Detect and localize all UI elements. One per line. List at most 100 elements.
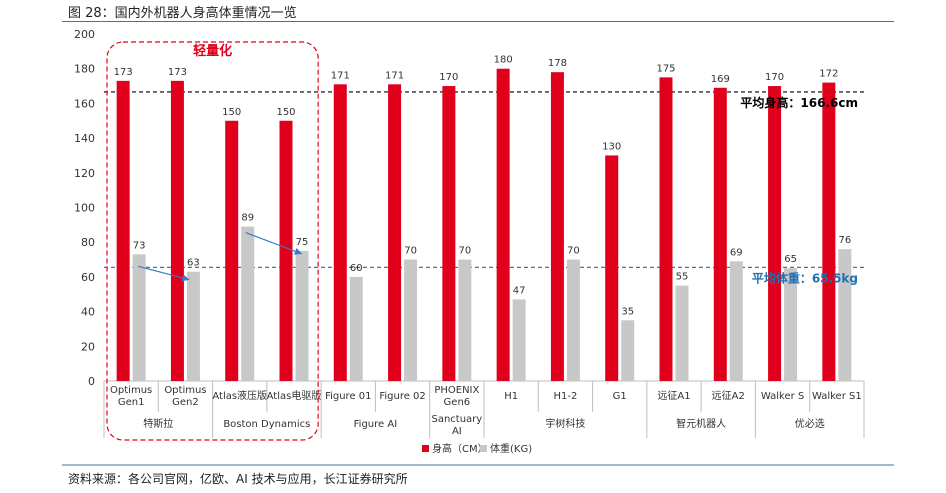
- y-tick-label: 200: [74, 28, 95, 41]
- weight-data-label: 55: [676, 272, 689, 283]
- bar-height: [116, 80, 130, 381]
- category-label: PHOENIX: [434, 385, 479, 396]
- weight-data-label: 70: [404, 246, 417, 257]
- legend-swatch-height: [422, 445, 429, 452]
- average-height-label: 平均身高：166.6cm: [740, 95, 858, 110]
- category-label: G1: [613, 391, 627, 402]
- height-data-label: 180: [494, 55, 513, 66]
- height-data-label: 170: [765, 72, 784, 83]
- group-label: 智元机器人: [676, 417, 726, 430]
- y-tick-label: 100: [74, 202, 95, 215]
- category-label: H1-2: [553, 391, 577, 402]
- height-data-label: 130: [602, 141, 621, 152]
- bar-height: [388, 84, 402, 381]
- bar-height: [713, 87, 727, 381]
- category-label: H1: [504, 391, 518, 402]
- category-label: Walker S: [761, 391, 804, 402]
- bar-weight: [295, 250, 309, 381]
- group-label: Figure AI: [354, 419, 398, 430]
- weight-data-label: 75: [296, 237, 309, 248]
- bar-height: [225, 120, 239, 381]
- bar-weight: [132, 254, 146, 381]
- bar-height: [496, 68, 510, 381]
- category-label: Gen6: [444, 397, 471, 408]
- height-data-label: 171: [385, 70, 404, 81]
- bar-height: [822, 82, 836, 381]
- bar-weight: [838, 249, 852, 381]
- bar-height: [442, 86, 456, 382]
- lightweight-highlight-box: [106, 41, 319, 441]
- weight-data-label: 47: [513, 285, 526, 296]
- height-data-label: 170: [439, 72, 458, 83]
- height-data-label: 169: [711, 74, 730, 85]
- bar-height: [333, 84, 347, 381]
- bar-weight: [512, 299, 526, 381]
- bar-weight: [729, 261, 743, 381]
- y-tick-label: 180: [74, 63, 95, 76]
- category-label: 远征A1: [657, 390, 690, 402]
- legend-swatch-weight: [480, 445, 487, 452]
- height-data-label: 178: [548, 58, 567, 69]
- bar-weight: [458, 259, 472, 381]
- height-data-label: 173: [114, 67, 133, 78]
- group-label: Sanctuary: [431, 414, 482, 425]
- y-tick-label: 120: [74, 167, 95, 180]
- weight-data-label: 70: [458, 246, 471, 257]
- bar-height: [768, 86, 782, 382]
- bar-height: [605, 155, 619, 381]
- category-label: Atlas液压版: [212, 389, 267, 402]
- category-label: Gen2: [172, 397, 199, 408]
- group-label: 特斯拉: [143, 417, 173, 430]
- weight-data-label: 35: [621, 306, 634, 317]
- y-tick-label: 20: [81, 340, 95, 353]
- bar-weight: [784, 268, 798, 381]
- weight-data-label: 69: [730, 247, 743, 258]
- category-label: Gen1: [118, 397, 145, 408]
- bar-height: [550, 72, 564, 382]
- weight-data-label: 63: [187, 258, 200, 269]
- weight-data-label: 65: [784, 254, 797, 265]
- title-rule: [62, 21, 894, 22]
- weight-data-label: 70: [567, 246, 580, 257]
- category-label: Walker S1: [812, 391, 862, 402]
- bar-weight: [675, 285, 689, 381]
- bar-weight: [621, 320, 635, 381]
- height-data-label: 171: [331, 70, 350, 81]
- bar-weight: [404, 259, 418, 381]
- bar-weight: [186, 271, 200, 381]
- group-label: AI: [452, 426, 462, 437]
- average-weight-label: 平均体重：65.5kg: [752, 270, 858, 285]
- weight-data-label: 73: [133, 240, 146, 251]
- height-data-label: 172: [819, 69, 838, 80]
- y-tick-label: 0: [88, 375, 95, 388]
- y-tick-label: 160: [74, 97, 95, 110]
- category-label: Figure 02: [379, 391, 425, 402]
- group-label: 优必选: [795, 417, 825, 430]
- category-label: Optimus: [110, 385, 152, 396]
- height-data-label: 173: [168, 67, 187, 78]
- height-data-label: 175: [656, 63, 675, 74]
- bar-height: [279, 120, 293, 381]
- bar-weight: [349, 276, 363, 381]
- category-label: Optimus: [164, 385, 206, 396]
- weight-data-label: 89: [241, 213, 254, 224]
- category-label: Figure 01: [325, 391, 371, 402]
- y-tick-label: 140: [74, 132, 95, 145]
- y-tick-label: 80: [81, 236, 95, 249]
- trend-arrow-atlas: [245, 232, 303, 255]
- figure-source: 资料来源：各公司官网，亿欧、AI 技术与应用，长江证券研究所: [68, 472, 408, 486]
- bar-weight: [566, 259, 580, 381]
- y-tick-label: 40: [81, 306, 95, 319]
- category-label: 远征A2: [712, 390, 745, 402]
- figure-title-bar: 图 28：国内外机器人身高体重情况一览: [0, 0, 946, 22]
- height-data-label: 150: [276, 107, 295, 118]
- lightweight-label: 轻量化: [193, 43, 232, 59]
- figure-title: 图 28：国内外机器人身高体重情况一览: [68, 6, 297, 21]
- legend-label-weight: 体重(KG): [490, 442, 532, 455]
- category-label: Atlas电驱版: [267, 389, 322, 402]
- weight-data-label: 76: [838, 235, 851, 246]
- bar-height: [659, 77, 673, 381]
- legend-label-height: 身高（CM）: [432, 442, 488, 455]
- weight-data-label: 60: [350, 263, 363, 274]
